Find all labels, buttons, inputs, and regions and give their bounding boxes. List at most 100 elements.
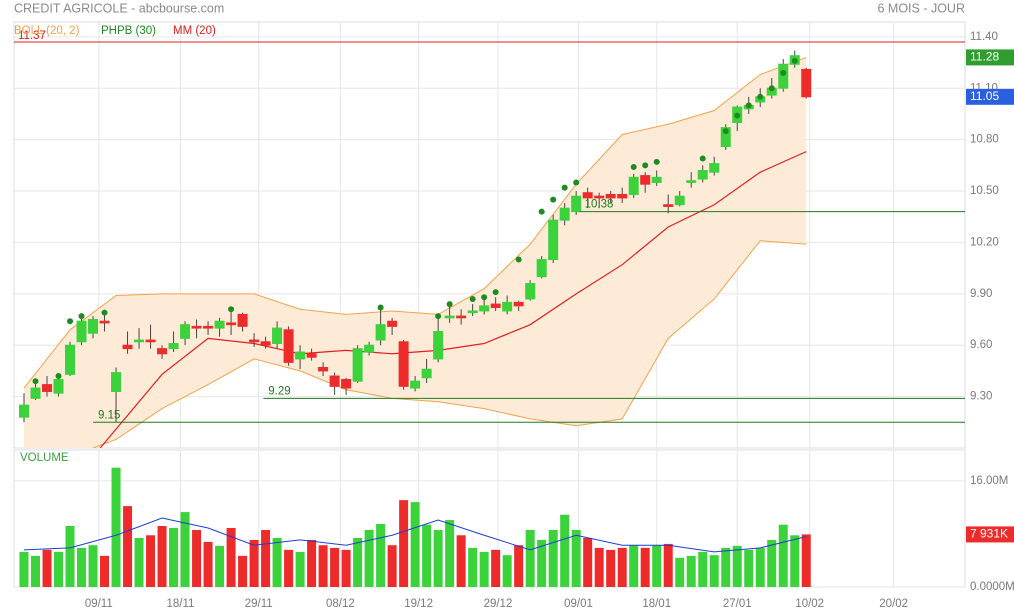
- volume-bar: [571, 529, 581, 587]
- volume-bar: [560, 514, 570, 587]
- candle-body: [571, 195, 582, 213]
- volume-bar: [617, 547, 627, 587]
- candle-body: [456, 315, 467, 319]
- candle-body: [145, 339, 156, 343]
- candle-body: [180, 324, 191, 339]
- candle-body: [53, 378, 64, 394]
- candle-body: [157, 348, 168, 355]
- volume-bar: [744, 549, 754, 587]
- candle-body: [375, 324, 386, 341]
- candle-body: [134, 339, 145, 343]
- volume-frame: [13, 449, 966, 588]
- volume-bar: [307, 539, 317, 587]
- phpb-dot: [780, 69, 787, 76]
- volume-bar: [353, 537, 363, 587]
- phpb-dot: [768, 85, 775, 92]
- candle-body: [479, 305, 490, 312]
- candle-body: [502, 301, 513, 312]
- candle-body: [260, 341, 271, 346]
- candle-body: [88, 319, 99, 334]
- volume-bar: [123, 506, 133, 587]
- volume-bar: [226, 527, 236, 587]
- boll-fill: [24, 57, 807, 448]
- volume-bar: [157, 526, 167, 587]
- volume-bar: [640, 547, 650, 587]
- volume-bar: [629, 545, 639, 587]
- level-label: 9.15: [98, 409, 120, 421]
- level-label: 9.29: [268, 385, 290, 397]
- candle-body: [720, 127, 731, 147]
- volume-bar: [146, 535, 156, 587]
- y-tick-label: 9.90: [970, 288, 992, 300]
- x-tick-label: 27/01: [723, 598, 752, 610]
- candle-body: [433, 331, 444, 360]
- phpb-dot: [78, 313, 85, 320]
- candle-body: [387, 320, 398, 327]
- volume-bar: [721, 547, 731, 587]
- volume-tag: 7 931K: [970, 527, 1008, 541]
- candle-body: [111, 372, 122, 392]
- y-tick-label: 10.50: [970, 185, 999, 197]
- volume-bar: [54, 551, 64, 587]
- candle-body: [663, 204, 674, 207]
- candle-body: [329, 375, 340, 387]
- phpb-dot: [469, 295, 476, 302]
- level-label: 10.38: [585, 199, 614, 211]
- phpb-dot: [699, 155, 706, 162]
- candle-body: [709, 163, 720, 173]
- volume-bar: [410, 502, 420, 587]
- candle-body: [559, 207, 570, 221]
- volume-bar: [663, 543, 673, 587]
- x-tick-label: 29/12: [484, 598, 513, 610]
- y-tick-label: 16.00M: [970, 475, 1008, 487]
- chart-subtitle: 6 MOIS - JOUR: [877, 1, 965, 15]
- volume-bar: [88, 545, 98, 587]
- y-tick-label: 9.30: [970, 391, 992, 403]
- volume-bar: [456, 535, 466, 587]
- y-tick-label: 10.80: [970, 134, 999, 146]
- phpb-dot: [515, 256, 522, 263]
- phpb-dot: [550, 196, 557, 203]
- volume-bar: [65, 526, 75, 587]
- phpb-dot: [642, 162, 649, 169]
- volume-bar: [19, 551, 29, 587]
- candle-body: [686, 180, 697, 183]
- volume-bar: [272, 537, 282, 587]
- x-tick-label: 29/11: [245, 598, 273, 610]
- candle-body: [490, 303, 501, 309]
- candle-body: [19, 404, 30, 418]
- volume-bar: [491, 549, 501, 587]
- candle-body: [76, 320, 87, 343]
- x-tick-label: 09/11: [85, 598, 113, 610]
- candle-body: [605, 193, 616, 199]
- volume-bar: [100, 555, 110, 587]
- volume-bar: [31, 555, 41, 587]
- candle-body: [697, 169, 708, 180]
- volume-bar: [790, 535, 800, 587]
- x-tick-label: 20/02: [879, 598, 908, 610]
- volume-bar: [606, 549, 616, 587]
- volume-bar: [445, 520, 455, 587]
- volume-bar: [698, 551, 708, 587]
- phpb-dot: [630, 164, 637, 171]
- volume-bar: [387, 545, 397, 587]
- phpb-dot: [55, 373, 62, 380]
- candle-body: [801, 68, 812, 98]
- candle-body: [99, 320, 110, 324]
- x-tick-label: 10/02: [795, 598, 824, 610]
- volume-bar: [594, 547, 604, 587]
- volume-bar: [709, 555, 719, 587]
- volume-bar: [318, 545, 328, 587]
- volume-ma: [23, 517, 807, 553]
- candle-body: [594, 195, 605, 199]
- y-tick-label: 11.40: [970, 31, 998, 43]
- volume-bar: [433, 529, 443, 587]
- volume-bar: [548, 529, 558, 587]
- candle-body: [30, 387, 41, 399]
- candle-body: [778, 63, 789, 89]
- phpb-dot: [653, 158, 660, 165]
- candle-body: [352, 348, 363, 382]
- volume-bar: [732, 545, 742, 587]
- candle-body: [42, 384, 53, 392]
